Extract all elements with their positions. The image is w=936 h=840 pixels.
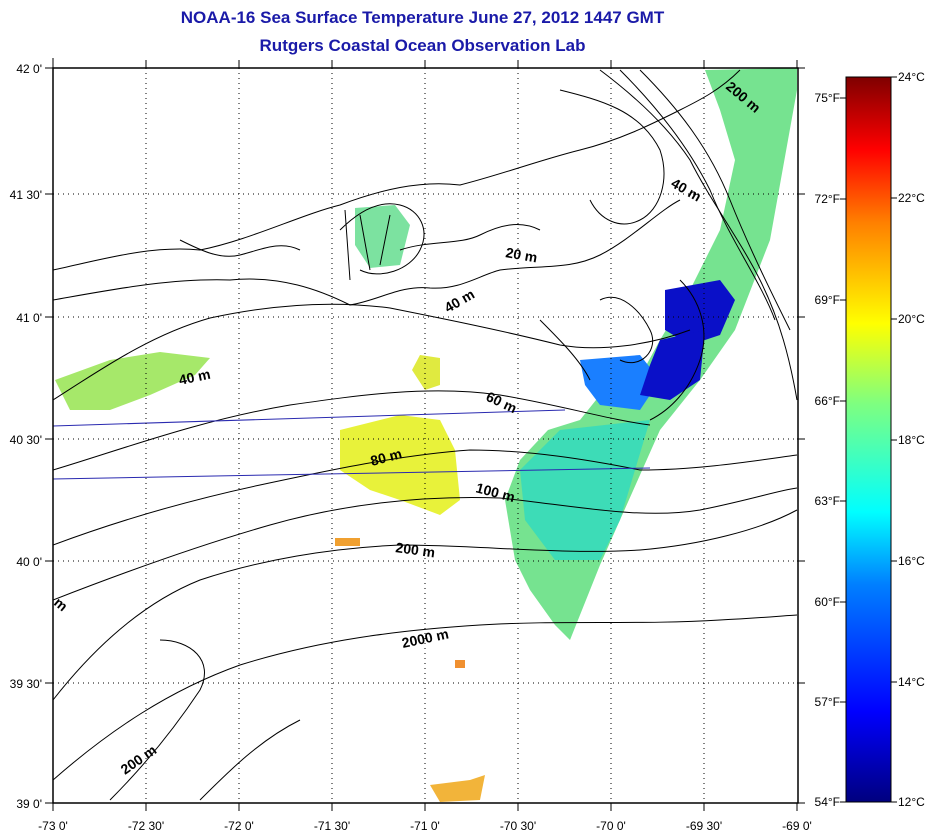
colorbar-c-label: 20°C	[898, 312, 925, 326]
lon-label: -71 0'	[410, 819, 440, 833]
lon-label: -71 30'	[314, 819, 350, 833]
contour-label-2000m: 2000 m	[400, 625, 450, 651]
colorbar-f-label: 60°F	[815, 595, 840, 609]
lat-label: 39 30'	[10, 677, 42, 691]
sst-swath	[55, 68, 797, 802]
colorbar-f-label: 69°F	[815, 293, 840, 307]
colorbar-c-label: 12°C	[898, 795, 925, 809]
contour-label-40m-east: 40 m	[669, 175, 705, 205]
colorbar-c-label: 22°C	[898, 191, 925, 205]
lat-label: 41 0'	[16, 311, 42, 325]
colorbar-gradient	[845, 76, 892, 803]
satellite-track-lines	[53, 409, 651, 480]
sst-darkblue-patch-2	[640, 330, 705, 400]
sst-cyan-band	[520, 420, 650, 560]
lon-label: -69 30'	[686, 819, 722, 833]
lon-label: -73 0'	[38, 819, 68, 833]
colorbar-f-label: 75°F	[815, 91, 840, 105]
sst-blue-patch	[580, 355, 660, 410]
sst-orange-south	[430, 775, 485, 802]
colorbar-f-label: 54°F	[815, 795, 840, 809]
sst-west-patch	[55, 352, 210, 410]
lat-label: 41 30'	[10, 188, 42, 202]
lat-label: 39 0'	[16, 797, 42, 811]
colorbar-c-label: 16°C	[898, 554, 925, 568]
coastline-contours	[53, 69, 798, 801]
lat-label: 40 30'	[10, 433, 42, 447]
lon-label: -72 0'	[224, 819, 254, 833]
contour-label-200m-sw: 200 m	[118, 742, 160, 778]
colorbar-f-label: 57°F	[815, 695, 840, 709]
contour-label-edge: m	[51, 594, 71, 614]
latitude-labels: 42 0' 41 30' 41 0' 40 30' 40 0' 39 30' 3…	[10, 62, 42, 811]
contour-label-200m-mid: 200 m	[395, 539, 437, 560]
lat-label: 40 0'	[16, 555, 42, 569]
sst-small-orange-2	[335, 538, 360, 546]
contour-label-40m-mid: 40 m	[442, 286, 478, 316]
lon-label: -70 30'	[500, 819, 536, 833]
longitude-labels: -73 0' -72 30' -72 0' -71 30' -71 0' -70…	[38, 819, 812, 833]
colorbar-c-label: 14°C	[898, 675, 925, 689]
map-title: NOAA-16 Sea Surface Temperature June 27,…	[180, 8, 665, 27]
colorbar-c-label: 18°C	[898, 433, 925, 447]
lon-label: -70 0'	[596, 819, 626, 833]
sst-yellow-patch	[340, 415, 460, 515]
contour-label-40m-west: 40 m	[177, 366, 212, 388]
contour-label-80m: 80 m	[369, 445, 404, 469]
sst-yellow-patch-2	[412, 355, 440, 390]
colorbar: 75°F 72°F 69°F 66°F 63°F 60°F 57°F 54°F …	[815, 70, 926, 809]
contour-label-20m: 20 m	[504, 244, 538, 265]
lon-label: -72 30'	[128, 819, 164, 833]
contour-label-100m: 100 m	[474, 479, 516, 505]
colorbar-c-label: 24°C	[898, 70, 925, 84]
sst-nearshore	[355, 205, 410, 268]
sst-swath-strip	[505, 68, 797, 640]
map-ticks	[45, 58, 805, 811]
graticule	[53, 68, 797, 803]
colorbar-f-label: 63°F	[815, 494, 840, 508]
colorbar-f-label: 66°F	[815, 394, 840, 408]
lon-label: -69 0'	[782, 819, 812, 833]
lat-label: 42 0'	[16, 62, 42, 76]
colorbar-f-label: 72°F	[815, 192, 840, 206]
map-subtitle: Rutgers Coastal Ocean Observation Lab	[259, 36, 586, 55]
sst-small-orange	[455, 660, 465, 668]
